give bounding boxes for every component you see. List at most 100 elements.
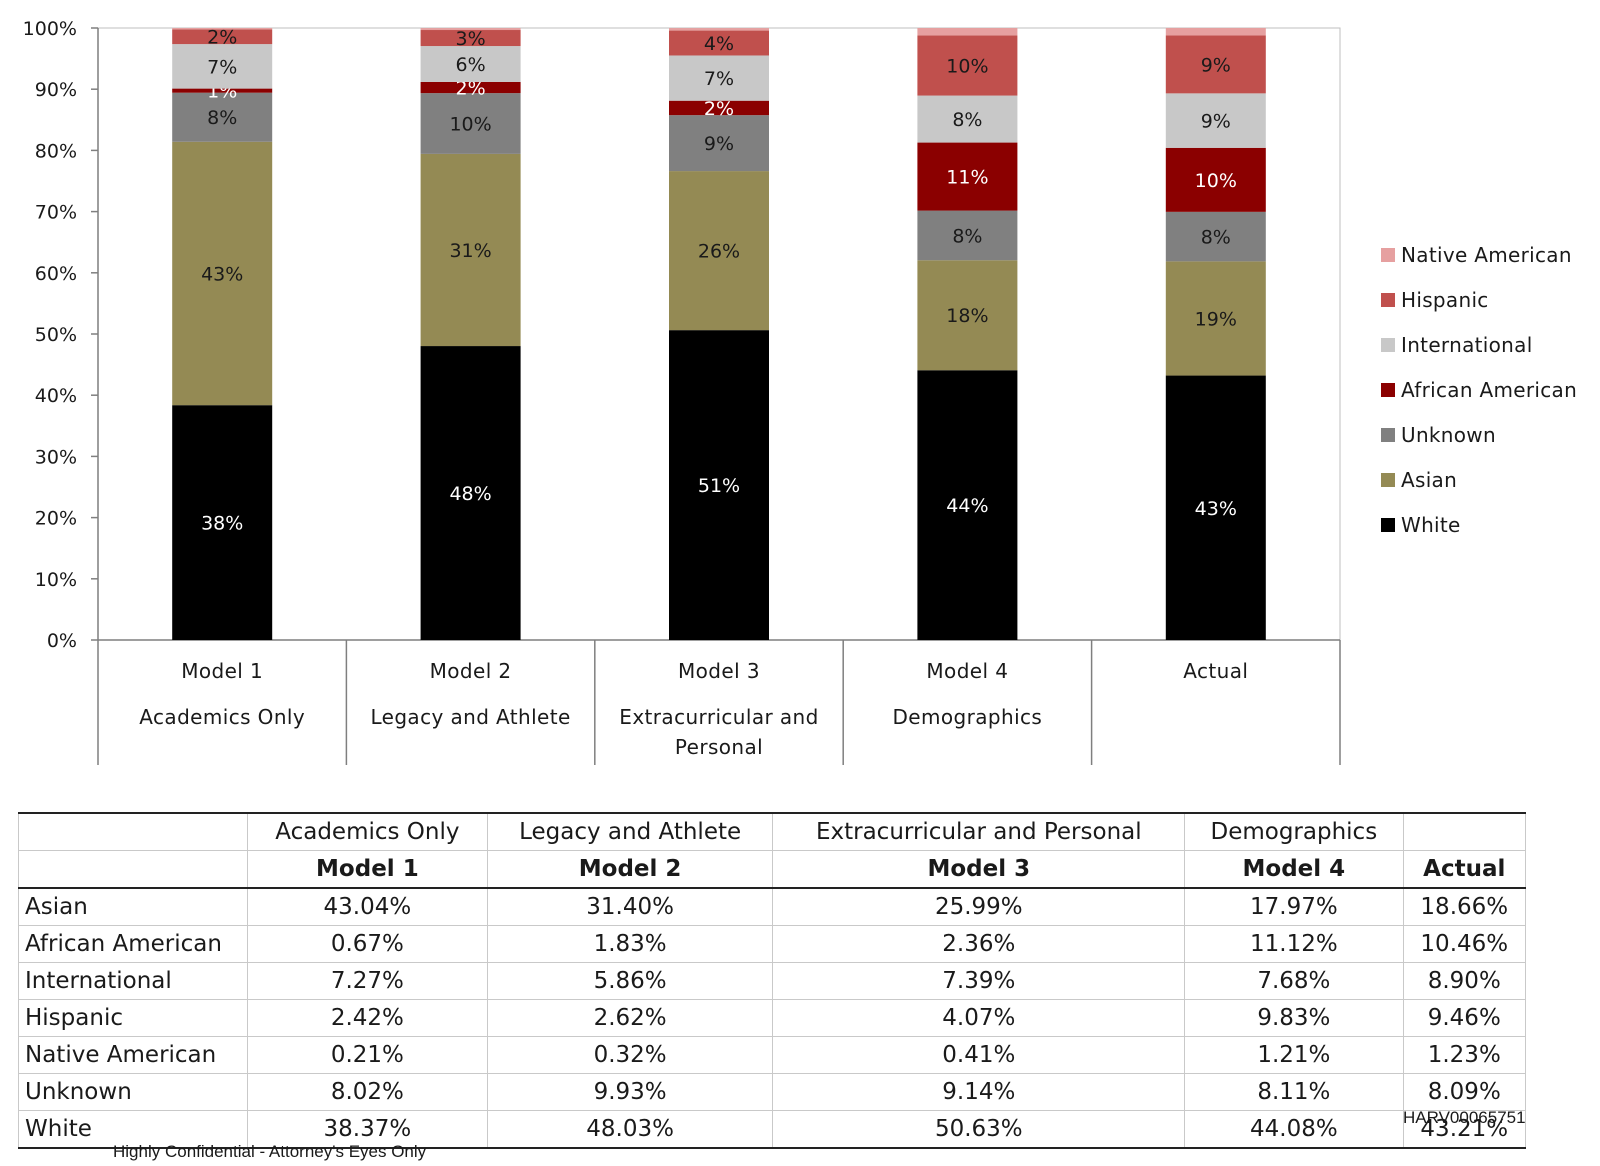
bar-segment <box>420 93 521 154</box>
bar-segment <box>669 100 769 116</box>
bar-segment <box>669 171 769 331</box>
bar-segment <box>669 115 769 172</box>
table-group-header: Extracurricular and Personal <box>772 812 1186 851</box>
legend-swatch <box>1381 517 1395 532</box>
bar-segment <box>1165 93 1266 148</box>
table-cell: 0.41% <box>772 1036 1186 1074</box>
table-group-header: Academics Only <box>247 812 488 851</box>
category-label: Model 4 Demographics <box>843 656 1091 732</box>
bar-segment <box>669 28 769 31</box>
legend-swatch <box>1381 247 1395 262</box>
legend-item: Native American <box>1381 232 1577 277</box>
bar-segment <box>1165 147 1266 212</box>
table-cell: 9.93% <box>486 1073 774 1111</box>
table-cell: 8.90% <box>1402 962 1527 1000</box>
legend-swatch <box>1381 427 1395 442</box>
data-label: 31% <box>449 240 491 262</box>
table-model-header: Actual <box>1402 850 1527 889</box>
category-name: Model 2 <box>429 659 512 683</box>
bar-segment <box>420 46 521 82</box>
table-model-header: Model 1 <box>247 850 488 889</box>
bar-segment <box>917 95 1018 143</box>
table-cell: 8.02% <box>247 1073 488 1111</box>
data-label: 9% <box>1201 54 1231 76</box>
legend-label: Hispanic <box>1401 287 1489 312</box>
category-name: Model 1 <box>181 659 264 683</box>
bar-segment <box>1165 375 1266 640</box>
data-label: 38% <box>201 513 243 535</box>
table-cell: 7.39% <box>772 962 1186 1000</box>
stacked-bar-chart: 0% 10% 20% 30% 40% 50% 60% 70% 80% 90% 100% 38% 43% 8… <box>23 18 1341 765</box>
bar-segment <box>172 141 273 406</box>
table-cell: 8.11% <box>1184 1073 1404 1111</box>
data-label: 2% <box>456 78 486 100</box>
data-label: 51% <box>698 475 740 497</box>
table-cell: 11.12% <box>1184 925 1404 963</box>
category-name: Model 4 <box>926 659 1009 683</box>
bar-segment <box>669 55 769 101</box>
table-row: White 38.37% 48.03% 50.63% 44.08% 43.21% <box>18 1110 1527 1149</box>
table-cell: 9.83% <box>1184 999 1404 1037</box>
bar-segment <box>669 330 769 640</box>
table-group-header: Legacy and Athlete <box>486 812 774 851</box>
data-label: 26% <box>698 241 740 263</box>
table-row-label: Hispanic <box>18 999 248 1037</box>
bar-segment <box>1165 261 1266 376</box>
y-tick-label: 30% <box>35 446 77 468</box>
table-group-header <box>1402 812 1527 851</box>
data-label: 7% <box>704 68 734 90</box>
table-cell: 2.62% <box>486 999 774 1037</box>
data-label: 48% <box>449 483 491 505</box>
table-cell: 2.36% <box>772 925 1186 963</box>
table-cell: 50.63% <box>772 1110 1186 1149</box>
bar-segment <box>917 210 1018 261</box>
data-label: 44% <box>946 495 988 517</box>
y-tick-label: 50% <box>35 324 77 346</box>
table-cell: 7.68% <box>1184 962 1404 1000</box>
table-row-label: African American <box>18 925 248 963</box>
table-cell: 4.07% <box>772 999 1186 1037</box>
bar-segment <box>917 142 1018 211</box>
data-label: 9% <box>1201 111 1231 133</box>
data-label: 2% <box>207 27 237 49</box>
data-label: 10% <box>1195 170 1237 192</box>
table-corner-cell <box>18 812 248 851</box>
bar-segment <box>1165 35 1266 94</box>
bar-segment <box>172 92 273 142</box>
table-row-label: Asian <box>18 887 248 926</box>
bar-segment <box>917 260 1018 371</box>
bar-segment <box>420 28 521 31</box>
table-model-header: Model 4 <box>1184 850 1404 889</box>
table-cell: 0.21% <box>247 1036 488 1074</box>
legend-label: Native American <box>1401 242 1572 267</box>
legend-item: White <box>1381 502 1577 547</box>
table-cell: 44.08% <box>1184 1110 1404 1149</box>
table-cell: 7.27% <box>247 962 488 1000</box>
category-sublabel: Extracurricular and Personal <box>619 705 819 759</box>
table-cell: 1.23% <box>1402 1036 1527 1074</box>
legend-label: White <box>1401 512 1461 537</box>
data-label: 6% <box>456 54 486 76</box>
bar-segment <box>420 81 521 94</box>
category-label: Model 1 Academics Only <box>98 656 346 732</box>
bar-segment <box>172 44 273 89</box>
table-cell: 1.83% <box>486 925 774 963</box>
bar-segment <box>917 370 1018 640</box>
table-model-header: Model 3 <box>772 850 1186 889</box>
legend-item: Unknown <box>1381 412 1577 457</box>
data-label: 7% <box>207 56 237 78</box>
table-cell: 17.97% <box>1184 887 1404 926</box>
legend-swatch <box>1381 292 1395 307</box>
category-label: Model 3 Extracurricular and Personal <box>595 656 843 762</box>
bates-number: HARV00065751 <box>1403 1108 1526 1127</box>
category-sublabel: Demographics <box>892 705 1043 729</box>
data-label: 10% <box>946 55 988 77</box>
bar-segment <box>172 405 273 640</box>
table-row: Unknown 8.02% 9.93% 9.14% 8.11% 8.09% <box>18 1073 1527 1111</box>
table-row: African American 0.67% 1.83% 2.36% 11.12% 10.… <box>18 925 1527 963</box>
table-cell: 25.99% <box>772 887 1186 926</box>
data-label: 9% <box>704 133 734 155</box>
table-cell: 5.86% <box>486 962 774 1000</box>
table-cell: 43.04% <box>247 887 488 926</box>
bar-segment <box>917 28 1018 36</box>
